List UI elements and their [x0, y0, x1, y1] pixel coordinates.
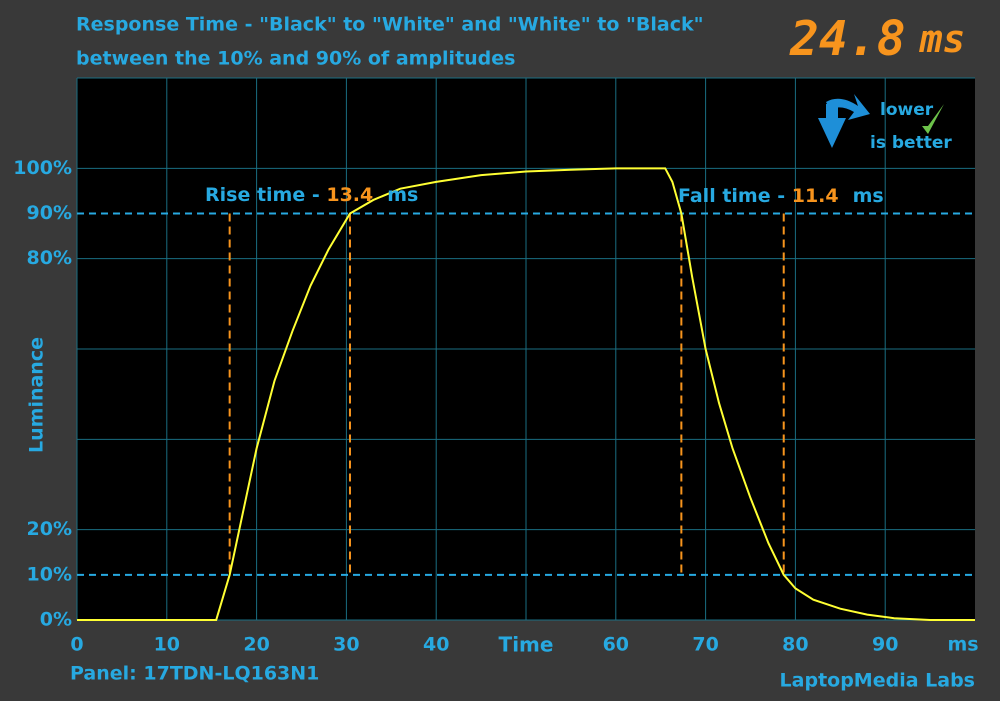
x-unit-label: ms: [947, 634, 978, 656]
x-tick-label: 80: [782, 634, 808, 656]
y-tick-label: 20%: [27, 518, 72, 540]
chart-subtitle: between the 10% and 90% of amplitudes: [76, 48, 515, 70]
text-part: 24.8: [789, 11, 906, 67]
text-part: 11.4: [792, 185, 839, 207]
text-part: ms: [853, 185, 884, 207]
text-part: Fall time -: [678, 185, 792, 207]
chart-title: Response Time - "Black" to "White" and "…: [76, 14, 704, 36]
badge-icon: [818, 94, 944, 148]
x-tick-label: 60: [603, 634, 629, 656]
x-axis-label: Time: [499, 633, 554, 657]
annotation: Fall time - 11.4 ms: [678, 185, 884, 207]
y-axis-label: Luminance: [26, 337, 48, 453]
x-tick-label: 40: [423, 634, 449, 656]
y-tick-label: 100%: [13, 157, 72, 179]
badge-text: lower: [880, 100, 934, 120]
total-display: 24.8 ms: [789, 11, 965, 67]
y-tick-label: 10%: [27, 563, 72, 585]
x-tick-label: 30: [333, 634, 359, 656]
text-part: Rise time -: [205, 184, 326, 206]
credit: LaptopMedia Labs: [780, 670, 975, 692]
text-part: ms: [919, 17, 966, 61]
panel-label: Panel: 17TDN-LQ163N1: [70, 663, 319, 685]
badge-text: is better: [870, 133, 952, 153]
y-tick-label: 80%: [27, 247, 72, 269]
x-tick-label: 70: [692, 634, 718, 656]
x-tick-label: 0: [70, 634, 83, 656]
x-tick-label: 90: [872, 634, 898, 656]
y-tick-label: 90%: [27, 202, 72, 224]
y-tick-label: 0%: [40, 609, 72, 631]
data-line: [77, 167, 975, 621]
text-part: 13.4: [326, 184, 373, 206]
text-part: ms: [387, 184, 418, 206]
x-tick-label: 20: [243, 634, 269, 656]
annotation: Rise time - 13.4 ms: [205, 184, 418, 206]
x-tick-label: 10: [154, 634, 180, 656]
